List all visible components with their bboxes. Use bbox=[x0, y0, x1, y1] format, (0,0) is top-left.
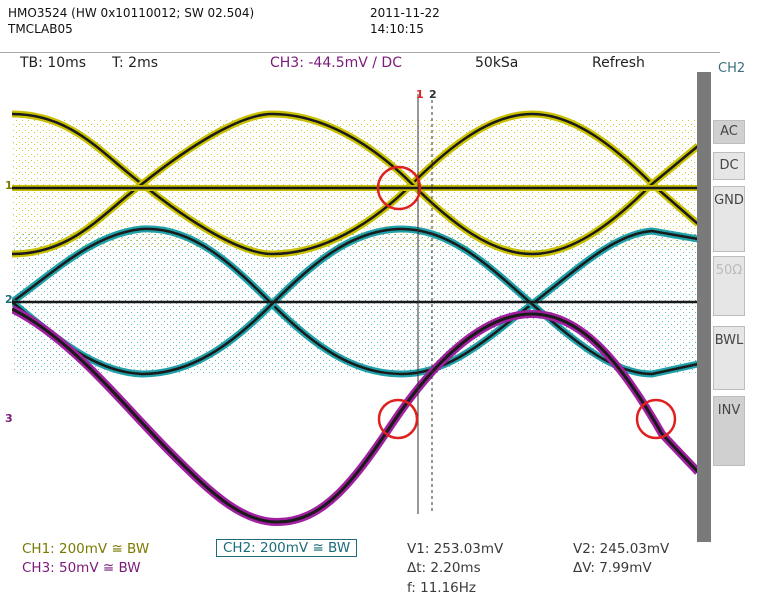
host-name: TMCLAB05 bbox=[8, 22, 73, 36]
scroll-rail[interactable] bbox=[697, 72, 711, 542]
capture-time: 14:10:15 bbox=[370, 22, 424, 36]
cursor-frequency: f: 11.16Hz bbox=[407, 580, 476, 596]
ch1-ground-marker[interactable]: 1 bbox=[5, 179, 13, 192]
ch3-scale[interactable]: CH3: 50mV ≅ BW bbox=[22, 560, 141, 576]
device-info: HMO3524 (HW 0x10110012; SW 02.504) bbox=[8, 6, 255, 20]
ch2-noise-band bbox=[12, 234, 698, 374]
ch1-scale[interactable]: CH1: 200mV ≅ BW bbox=[22, 541, 150, 557]
cursor-2-marker[interactable]: 2 bbox=[429, 88, 437, 101]
timebase-label[interactable]: TB: 10ms bbox=[20, 55, 87, 71]
cursor-v1: V1: 253.03mV bbox=[407, 541, 504, 557]
bwl-button[interactable]: BWL bbox=[713, 326, 745, 390]
ch2-ground-marker[interactable]: 2 bbox=[5, 293, 13, 306]
waveform-display[interactable] bbox=[12, 74, 714, 537]
cursor-v2: V2: 245.03mV bbox=[573, 541, 670, 557]
ch2-waveform bbox=[12, 225, 699, 378]
side-panel: AC DC GND 50Ω BWL INV bbox=[713, 60, 757, 480]
capture-date: 2011-11-22 bbox=[370, 6, 440, 20]
status-bar: TB: 10ms T: 2ms CH3: -44.5mV / DC 50kSa … bbox=[0, 52, 720, 75]
cursor-delta-t: Δt: 2.20ms bbox=[407, 560, 481, 576]
annotation-circle bbox=[376, 165, 422, 211]
measurement-panel: CH1: 200mV ≅ BW CH2: 200mV ≅ BW CH3: 50m… bbox=[0, 538, 757, 610]
ch3-ground-marker[interactable]: 3 bbox=[5, 412, 13, 425]
trigger-label[interactable]: CH3: -44.5mV / DC bbox=[270, 55, 402, 71]
annotation-circle bbox=[377, 398, 419, 440]
sample-rate-label: 50kSa bbox=[475, 55, 519, 71]
ch1-waveform bbox=[12, 110, 701, 258]
cursor-1-marker[interactable]: 1 bbox=[416, 88, 424, 101]
ch2-scale[interactable]: CH2: 200mV ≅ BW bbox=[216, 539, 358, 557]
ac-coupling-button[interactable]: AC bbox=[713, 120, 745, 144]
gnd-button[interactable]: GND bbox=[713, 186, 745, 252]
refresh-button[interactable]: Refresh bbox=[592, 55, 645, 71]
dc-coupling-button[interactable]: DC bbox=[713, 152, 745, 180]
50-ohm-button[interactable]: 50Ω bbox=[713, 256, 745, 316]
cursor-delta-v: ΔV: 7.99mV bbox=[573, 560, 652, 576]
annotation-circle bbox=[635, 398, 677, 440]
inv-button[interactable]: INV bbox=[713, 396, 745, 466]
trigger-position-label[interactable]: T: 2ms bbox=[112, 55, 159, 71]
ch3-waveform bbox=[12, 305, 701, 527]
